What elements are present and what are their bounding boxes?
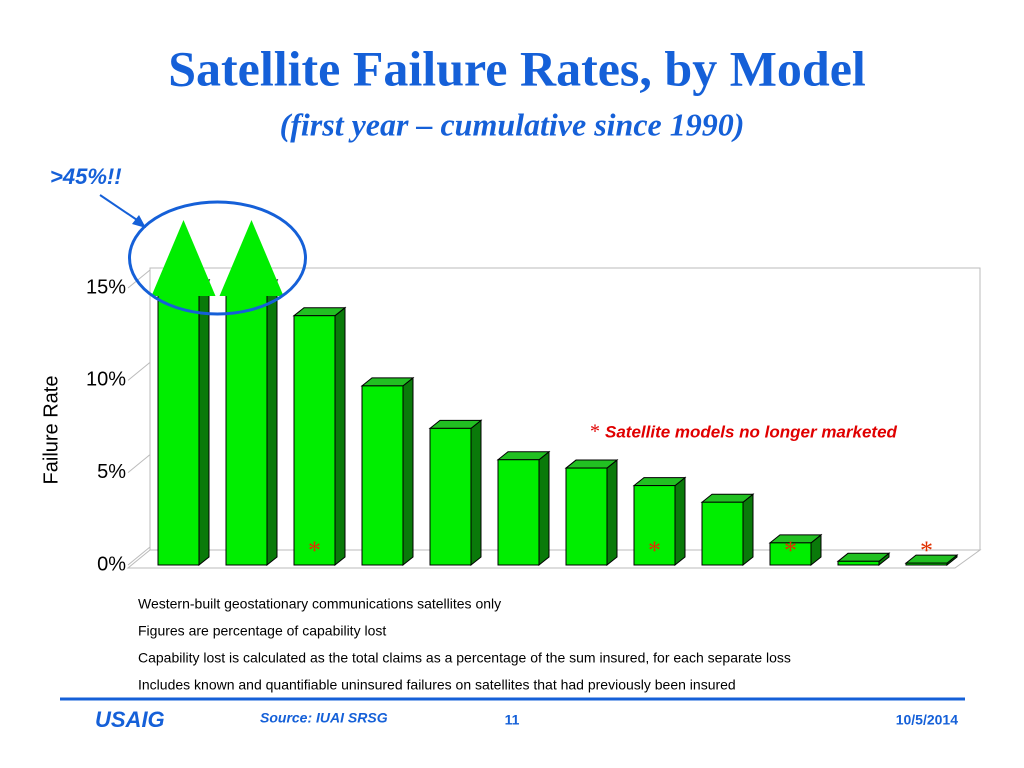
y-tick: [127, 546, 151, 566]
asterisk: *: [784, 536, 797, 565]
overflow-arrow: [219, 220, 284, 296]
bar: [361, 385, 404, 566]
y-tick-label: 10%: [86, 369, 126, 391]
callout: >45%!!: [50, 164, 122, 189]
title: Satellite Failure Rates, by Model: [168, 40, 866, 96]
y-tick: [127, 454, 151, 474]
note-line: Western-built geostationary communicatio…: [138, 596, 501, 612]
bar: [565, 467, 608, 566]
y-tick-label: 15%: [86, 276, 126, 298]
callout-arrow: [99, 194, 141, 223]
highlight-ellipse: [128, 200, 307, 316]
bar: [429, 427, 472, 566]
bar: [769, 542, 812, 566]
y-tick: [127, 269, 151, 289]
overflow-arrow: [151, 220, 216, 296]
note-line: Capability lost is calculated as the tot…: [138, 650, 791, 666]
bar-side: [606, 459, 618, 567]
asterisk: *: [308, 536, 321, 565]
bar: [293, 315, 336, 566]
bar-side: [334, 306, 346, 567]
bar: [497, 459, 540, 566]
y-tick: [127, 361, 151, 381]
bar-side: [402, 376, 414, 567]
asterisk: *: [920, 536, 933, 565]
note-line: Includes known and quantifiable uninsure…: [138, 677, 736, 693]
footer-source: Source: IUAI SRSG: [260, 710, 388, 726]
note: Satellite models no longer marketed: [605, 422, 898, 441]
y-tick-label: 5%: [97, 461, 126, 483]
footer-date: 10/5/2014: [896, 712, 958, 728]
asterisk: *: [648, 536, 661, 565]
bar-side: [198, 278, 210, 567]
plot: 0% 5% 10% 15% * * * *: [86, 200, 959, 575]
bar: [701, 501, 744, 566]
footer-logo: USAIG: [95, 707, 165, 732]
y-axis-label: Failure Rate: [40, 376, 62, 485]
bar-side: [470, 419, 482, 567]
subtitle: (first year – cumulative since 1990): [280, 106, 745, 142]
bar-side: [266, 278, 278, 567]
y-tick-label: 0%: [97, 553, 126, 575]
bar-side: [742, 493, 754, 567]
bar: [633, 485, 676, 566]
bar: [837, 560, 880, 566]
callout-arrowhead: [132, 215, 146, 228]
footer-page: 11: [505, 712, 520, 728]
note-line: Figures are percentage of capability los…: [138, 623, 386, 639]
bar: [225, 287, 268, 566]
bar-side: [674, 476, 686, 567]
bar: [157, 287, 200, 566]
bar: [905, 562, 948, 566]
note-symbol: *: [590, 421, 600, 443]
bar-side: [538, 450, 550, 567]
